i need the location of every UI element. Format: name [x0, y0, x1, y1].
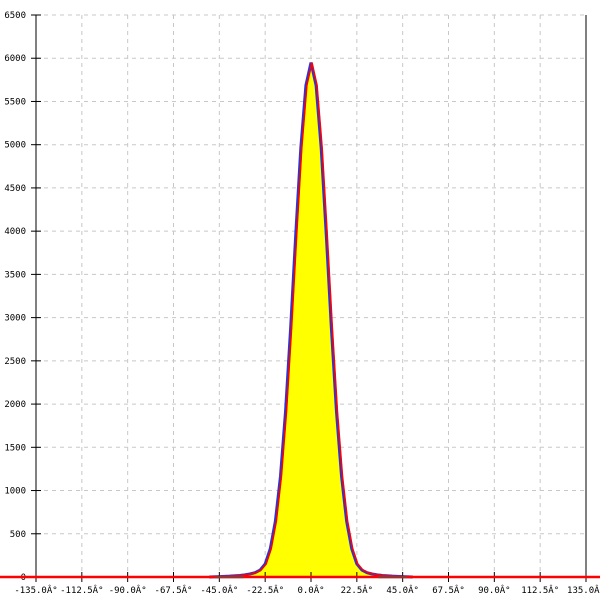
- y-tick-label: 3000: [4, 314, 26, 324]
- x-tick-label: 135.0Â°: [567, 584, 600, 596]
- x-tick-label: 0.0Â°: [297, 584, 324, 596]
- y-tick-label: 1000: [4, 487, 26, 497]
- x-tick-label: -67.5Â°: [155, 584, 193, 596]
- y-tick-label: 500: [10, 530, 26, 540]
- x-tick-label: 22.5Â°: [341, 584, 374, 596]
- y-tick-label: 2500: [4, 357, 26, 367]
- x-tick-label: -135.0Â°: [14, 584, 57, 596]
- x-tick-label: 112.5Â°: [521, 584, 559, 596]
- x-tick-label: -90.0Â°: [109, 584, 147, 596]
- y-tick-label: 5000: [4, 141, 26, 151]
- x-tick-label: 90.0Â°: [478, 584, 511, 596]
- x-tick-label: -112.5Â°: [60, 584, 103, 596]
- y-tick-label: 4000: [4, 227, 26, 237]
- x-tick-label: 45.0Â°: [386, 584, 419, 596]
- x-tick-label: -22.5Â°: [246, 584, 284, 596]
- area-fill: [209, 62, 413, 578]
- series-line: [210, 62, 414, 578]
- y-tick-label: 6000: [4, 54, 26, 64]
- x-tick-label: -45.0Â°: [200, 584, 238, 596]
- x-tick-label: 67.5Â°: [432, 584, 465, 596]
- y-tick-label: 4500: [4, 184, 26, 194]
- y-tick-label: 2000: [4, 400, 26, 410]
- y-tick-label: 5500: [4, 97, 26, 107]
- y-tick-label: 3500: [4, 270, 26, 280]
- y-tick-label: 6500: [4, 11, 26, 21]
- y-tick-label: 1500: [4, 443, 26, 453]
